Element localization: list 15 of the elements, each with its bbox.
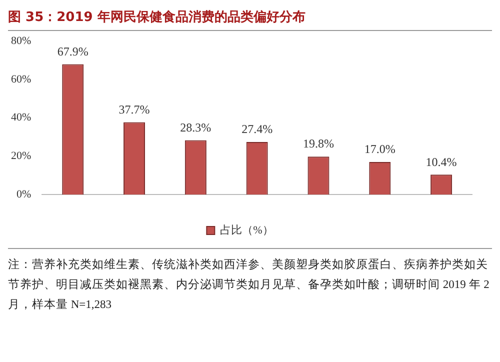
data-label: 19.8% — [302, 136, 334, 151]
text: 注：营养补充类如维生素、传统滋补类如西洋参、美颜塑身类如胶原蛋白、疾病养护类如关节养护、明目减压类如褪黑素、内分泌调节类如月见草、备孕类如叶酸；调研时间 2019 年 2 月，样本量 N=1,283 — [8, 257, 490, 313]
data-label: 67.9% — [57, 44, 88, 58]
y-tick-label: 0% — [16, 188, 32, 200]
legend-label: 占比（%） — [220, 223, 274, 236]
y-tick-label: 40% — [10, 112, 32, 124]
data-label: 37.7% — [118, 102, 150, 116]
y-tick-label: 60% — [10, 73, 32, 86]
y-tick-label: 20% — [10, 150, 32, 162]
data-label: 28.3% — [180, 120, 212, 134]
y-tick-label: 80% — [10, 34, 32, 47]
chart-title: 图 35：2019 年网民保健食品消费的品类偏好分布 — [8, 8, 492, 31]
data-label: 27.4% — [242, 122, 273, 136]
data-label: 17.0% — [364, 142, 396, 156]
data-label: 10.4% — [426, 154, 457, 169]
